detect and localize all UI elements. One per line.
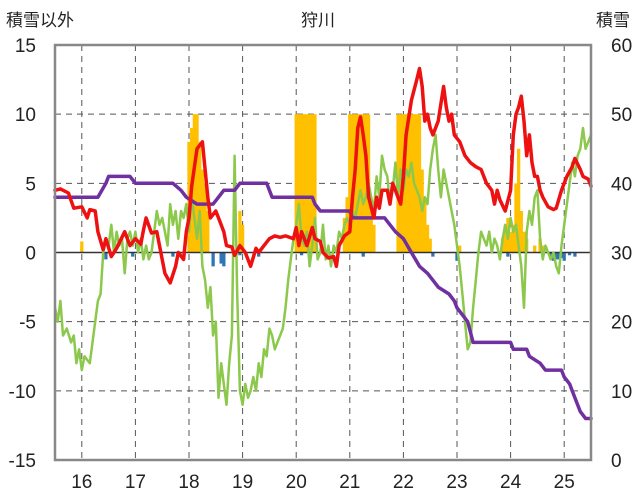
blue-bar — [361, 252, 365, 257]
x-tick-label: 18 — [178, 472, 199, 493]
orange-bar — [415, 114, 419, 253]
left-axis-label: 積雪以外 — [6, 11, 74, 30]
orange-bar — [519, 211, 523, 253]
chart-title: 狩川 — [301, 11, 335, 30]
blue-bar — [104, 252, 108, 260]
orange-bar — [399, 114, 403, 253]
x-tick-label: 23 — [446, 472, 467, 493]
right-axis-label: 積雪 — [596, 11, 630, 30]
plot-frame — [53, 43, 593, 462]
x-tick-label: 16 — [71, 472, 92, 493]
orange-bar — [409, 114, 414, 253]
orange-bar — [517, 148, 521, 253]
right-tick-label: 20 — [611, 313, 632, 334]
right-tick-label: 60 — [611, 36, 632, 57]
orange-bar — [356, 114, 360, 253]
orange-bar — [200, 169, 205, 253]
right-tick-label: 10 — [611, 382, 632, 403]
blue-bar — [455, 252, 459, 261]
right-tick-label: 0 — [611, 451, 622, 472]
orange-bar — [348, 114, 352, 253]
orange-bar — [417, 114, 422, 253]
x-tick-label: 22 — [393, 472, 414, 493]
blue-bar — [299, 252, 304, 256]
orange-bar — [364, 114, 368, 253]
blue-bar — [219, 252, 223, 264]
right-tick-label: 30 — [611, 244, 632, 265]
orange-bar — [522, 231, 526, 253]
orange-bar — [313, 114, 317, 253]
orange-bar — [428, 238, 432, 253]
orange-bar — [307, 114, 312, 253]
orange-bar — [369, 211, 373, 253]
orange-bar — [310, 114, 314, 253]
blue-bar — [431, 252, 435, 257]
orange-bar — [458, 245, 462, 253]
orange-bar — [203, 183, 207, 253]
orange-bar — [302, 114, 306, 253]
green-line — [53, 126, 593, 406]
orange-bar — [541, 245, 545, 253]
blue-bar — [506, 252, 510, 257]
left-tick-label: 15 — [15, 36, 36, 57]
orange-bar — [297, 114, 301, 253]
orange-bar — [195, 114, 199, 253]
left-tick-label: 5 — [25, 174, 36, 195]
x-tick-label: 21 — [339, 472, 360, 493]
orange-bar — [372, 224, 376, 253]
orange-bar — [361, 114, 365, 253]
blue-bar — [131, 252, 135, 257]
orange-bar — [508, 231, 513, 253]
orange-bar — [533, 245, 537, 253]
left-tick-label: 10 — [15, 105, 36, 126]
blue-bar — [222, 252, 226, 267]
x-tick-label: 17 — [125, 472, 146, 493]
blue-bar — [257, 252, 261, 257]
blue-bar — [549, 252, 553, 260]
blue-bar — [171, 252, 175, 257]
orange-bar — [198, 141, 202, 253]
orange-bar — [299, 114, 304, 253]
x-tick-label: 25 — [554, 472, 575, 493]
orange-bar — [503, 224, 507, 253]
blue-bar — [238, 252, 242, 256]
orange-bar — [425, 224, 430, 253]
left-tick-label: -15 — [9, 451, 36, 472]
blue-bar — [557, 252, 561, 260]
x-tick-label: 19 — [232, 472, 253, 493]
right-tick-label: 40 — [611, 174, 632, 195]
orange-bar — [407, 114, 411, 253]
orange-bar — [238, 211, 242, 253]
orange-bar — [294, 114, 298, 253]
blue-bar — [562, 252, 566, 261]
orange-bar — [345, 197, 349, 253]
orange-bar — [240, 224, 245, 253]
blue-bar — [211, 252, 215, 267]
orange-bar — [358, 114, 363, 253]
blue-bar — [573, 252, 577, 257]
orange-bar — [404, 114, 408, 253]
right-tick-label: 50 — [611, 105, 632, 126]
orange-bar — [423, 197, 427, 253]
orange-bar — [305, 114, 309, 253]
x-tick-label: 20 — [286, 472, 307, 493]
left-tick-label: 0 — [25, 244, 36, 265]
left-tick-label: -5 — [19, 313, 36, 334]
orange-bar — [511, 224, 515, 253]
left-tick-label: -10 — [9, 382, 36, 403]
orange-bar — [80, 241, 84, 253]
orange-bar — [206, 211, 210, 253]
orange-bar — [192, 114, 196, 253]
red-line — [53, 66, 593, 285]
orange-bar — [514, 183, 518, 253]
x-tick-label: 24 — [500, 472, 522, 493]
blue-bar — [567, 252, 572, 256]
blue-bar — [554, 252, 558, 260]
